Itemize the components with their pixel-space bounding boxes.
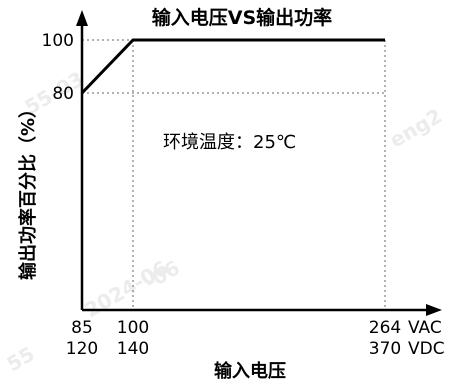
x-axis-label: 输入电压 [214, 360, 286, 382]
x-tick-label-dc-120: 120 [66, 339, 98, 359]
watermark-4: 55 [3, 342, 39, 377]
y-tick-label-100: 100 [42, 31, 74, 51]
y-tick-label-80: 80 [52, 84, 74, 104]
series-layer [80, 38, 385, 95]
x-axis-arrow [426, 304, 442, 316]
axes [76, 10, 442, 316]
x-tick-label-ac-100: 100 [117, 318, 149, 338]
x-unit-dc: VDC [408, 339, 445, 359]
watermark-3: eng2 [386, 104, 447, 153]
grid-lines [82, 39, 386, 310]
y-axis-label: 输出功率百分比（%） [17, 100, 39, 280]
y-axis-arrow [76, 10, 88, 26]
ambient-temperature-annotation: 环境温度：25℃ [163, 132, 296, 153]
x-unit-ac: VAC [408, 318, 442, 338]
chart-title: 输入电压VS输出功率 [152, 6, 332, 29]
x-tick-label-ac-85: 85 [71, 318, 93, 338]
series-line-output-power [80, 38, 385, 95]
x-tick-label-ac-264: 264 [369, 318, 401, 338]
x-tick-label-dc-370: 370 [369, 339, 401, 359]
x-tick-label-dc-140: 140 [117, 339, 149, 359]
